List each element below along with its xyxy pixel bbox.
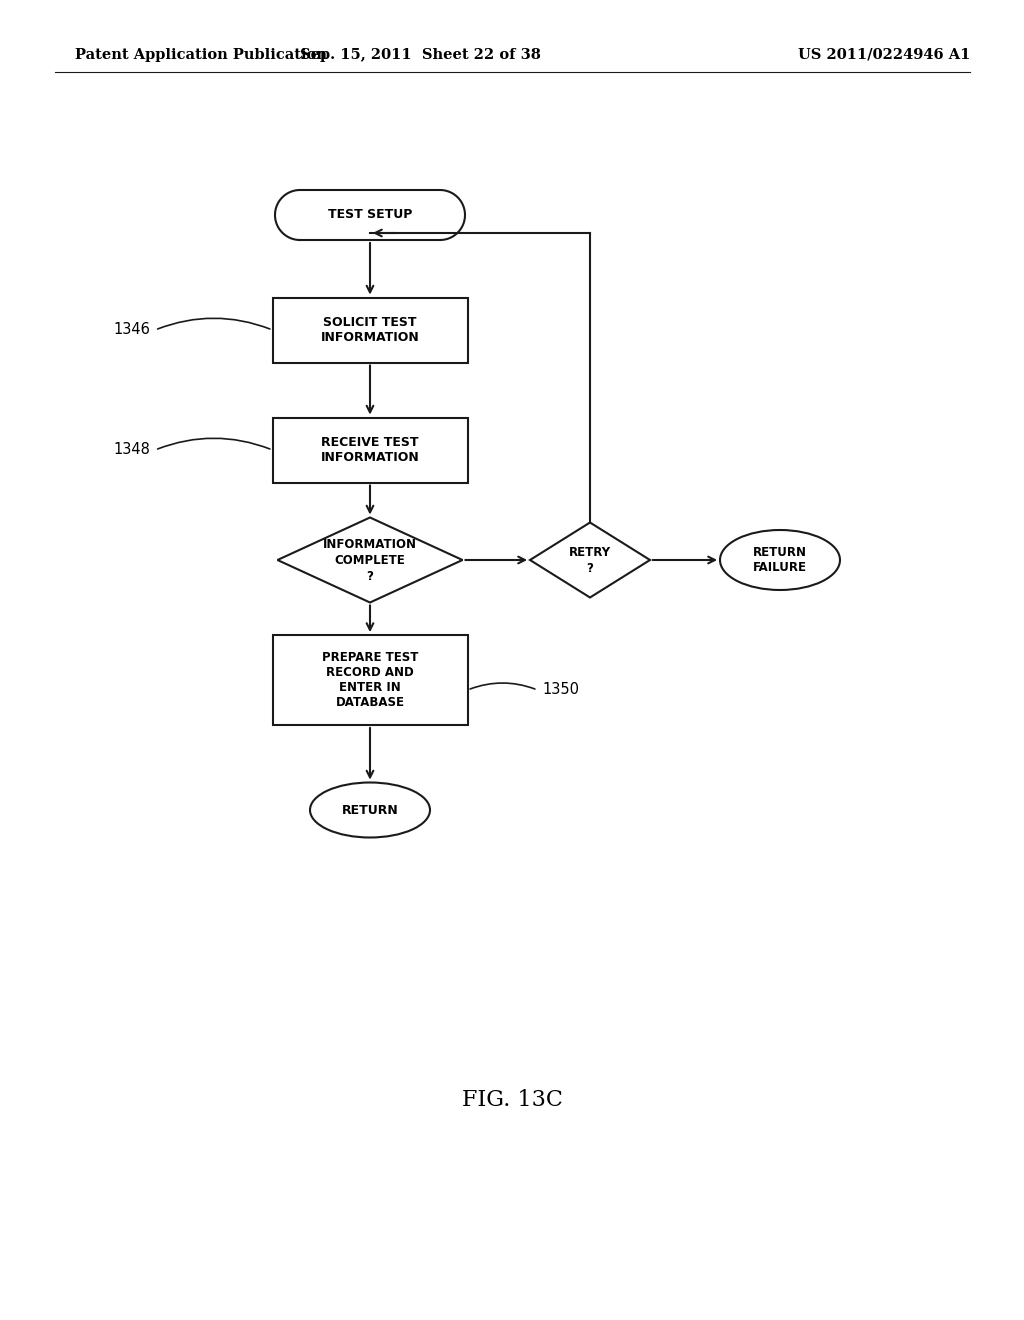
Text: RETURN
FAILURE: RETURN FAILURE (753, 546, 807, 574)
Circle shape (275, 190, 325, 240)
Text: TEST SETUP: TEST SETUP (328, 209, 413, 222)
Bar (272, 297, 468, 363)
Bar (300, 190, 440, 240)
Circle shape (415, 190, 465, 240)
Bar (272, 417, 468, 483)
Text: RETRY
?: RETRY ? (569, 545, 611, 574)
Bar (272, 635, 468, 725)
Ellipse shape (720, 531, 840, 590)
Text: RECEIVE TEST
INFORMATION: RECEIVE TEST INFORMATION (321, 436, 420, 465)
Text: 1346: 1346 (113, 322, 150, 338)
Text: INFORMATION
COMPLETE
?: INFORMATION COMPLETE ? (323, 537, 417, 582)
Text: 1350: 1350 (543, 682, 580, 697)
Polygon shape (530, 523, 650, 598)
Ellipse shape (310, 783, 430, 837)
Text: PREPARE TEST
RECORD AND
ENTER IN
DATABASE: PREPARE TEST RECORD AND ENTER IN DATABAS… (322, 651, 418, 709)
Text: Patent Application Publication: Patent Application Publication (75, 48, 327, 62)
Text: SOLICIT TEST
INFORMATION: SOLICIT TEST INFORMATION (321, 315, 420, 345)
Text: US 2011/0224946 A1: US 2011/0224946 A1 (798, 48, 970, 62)
Text: FIG. 13C: FIG. 13C (462, 1089, 562, 1111)
Text: RETURN: RETURN (342, 804, 398, 817)
Text: Sep. 15, 2011  Sheet 22 of 38: Sep. 15, 2011 Sheet 22 of 38 (300, 48, 541, 62)
Text: 1348: 1348 (113, 442, 150, 458)
Polygon shape (278, 517, 463, 602)
